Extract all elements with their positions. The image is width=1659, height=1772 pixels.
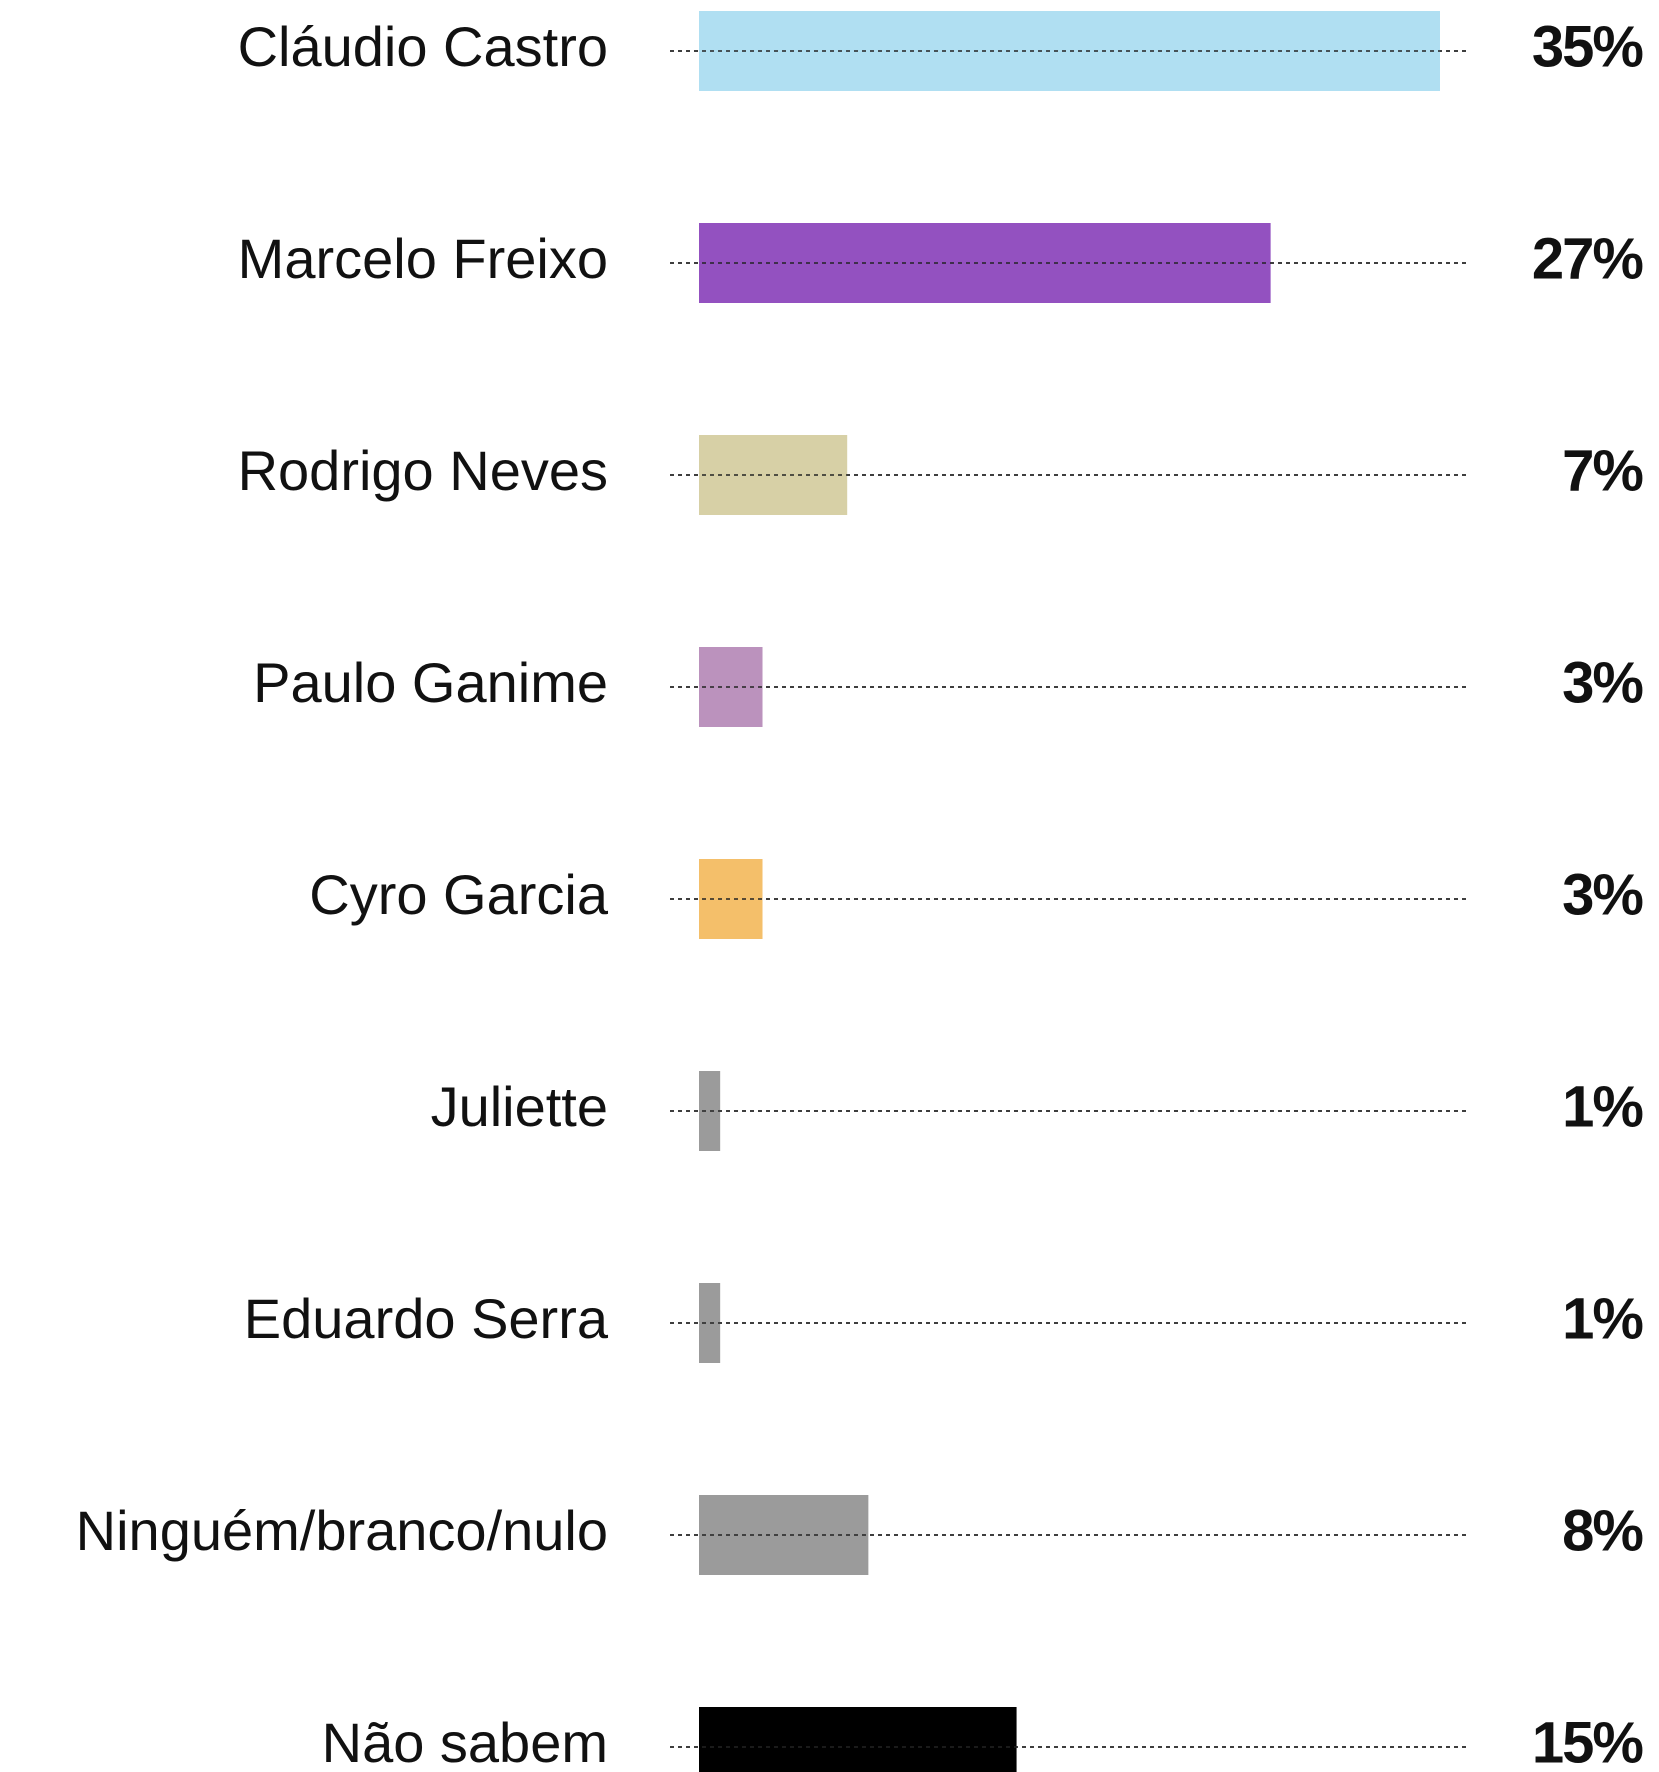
category-label: Juliette — [431, 1075, 608, 1138]
category-label: Rodrigo Neves — [238, 439, 608, 502]
category-label: Eduardo Serra — [244, 1287, 609, 1350]
category-label: Cláudio Castro — [238, 15, 608, 78]
category-label: Marcelo Freixo — [238, 227, 608, 290]
value-label: 1% — [1562, 1286, 1643, 1351]
value-label: 1% — [1562, 1074, 1643, 1139]
bar — [699, 1071, 721, 1151]
category-label: Paulo Ganime — [253, 651, 608, 714]
category-label: Ninguém/branco/nulo — [76, 1499, 608, 1562]
value-label: 3% — [1562, 650, 1643, 715]
value-label: 8% — [1562, 1498, 1643, 1563]
value-label: 7% — [1562, 438, 1643, 503]
value-label: 15% — [1532, 1710, 1644, 1772]
value-label: 3% — [1562, 862, 1643, 927]
value-label: 27% — [1532, 226, 1644, 291]
value-label: 35% — [1532, 14, 1644, 79]
bar — [699, 1707, 1017, 1772]
bar — [699, 1283, 721, 1363]
category-label: Cyro Garcia — [309, 863, 609, 926]
category-label: Não sabem — [322, 1711, 608, 1772]
